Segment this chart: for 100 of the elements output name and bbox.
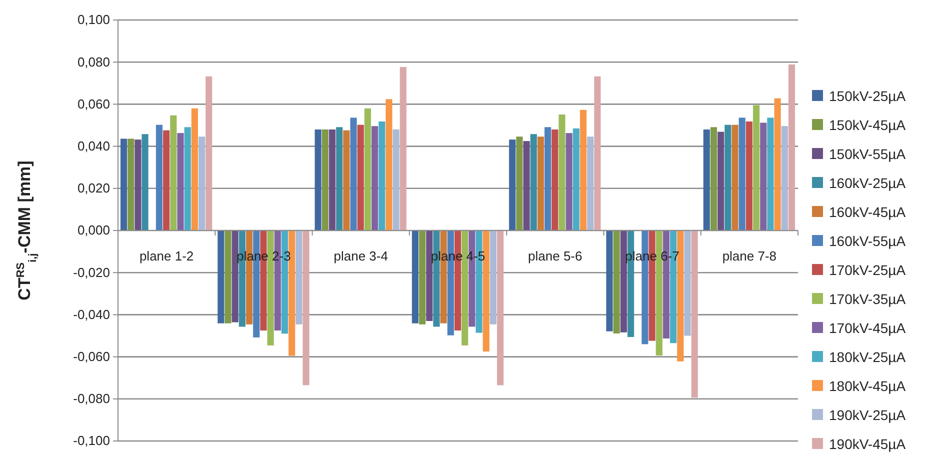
bar: [120, 138, 128, 230]
bar: [364, 108, 371, 230]
bar: [184, 127, 191, 230]
bar: [490, 230, 496, 324]
bar: [781, 126, 788, 230]
bar: [170, 115, 177, 230]
bar: [128, 138, 134, 230]
bar: [191, 108, 198, 230]
x-tick-label: plane 1-2: [139, 248, 194, 264]
bar: [343, 130, 350, 230]
bar: [684, 230, 691, 336]
bar: [656, 230, 662, 356]
bar: [752, 105, 760, 230]
bar: [523, 141, 530, 230]
bar: [767, 118, 774, 230]
legend-label: 150kV-45µA: [829, 117, 906, 133]
bar: [724, 124, 732, 230]
bar: [302, 230, 310, 386]
bar: [738, 118, 746, 230]
y-tick-label: -0,040: [73, 306, 110, 322]
bar: [774, 98, 781, 230]
bar: [156, 124, 163, 230]
bar: [328, 129, 336, 230]
bar: [691, 230, 698, 398]
bar: [594, 76, 601, 230]
bar: [198, 136, 206, 230]
bar: [620, 230, 627, 332]
bar: [544, 127, 552, 230]
bar: [419, 230, 426, 324]
bar: [718, 132, 724, 230]
bar: [206, 76, 212, 230]
y-tick-label: -0,060: [73, 348, 110, 364]
bar: [482, 230, 490, 352]
bar: [580, 110, 587, 230]
y-tick-label: 0,020: [77, 180, 110, 196]
bar: [177, 133, 184, 230]
bar: [788, 64, 796, 230]
bar: [336, 127, 343, 230]
bar: [134, 140, 142, 230]
x-tick-label: plane 7-8: [722, 248, 777, 264]
legend-label: 170kV-45µA: [829, 320, 906, 336]
bar: [357, 124, 364, 230]
y-tick-label: 0,100: [77, 12, 110, 28]
bar: [703, 129, 710, 230]
bar: [412, 230, 418, 324]
bar: [314, 129, 322, 230]
bar: [400, 66, 406, 230]
bar: [267, 230, 274, 346]
bar: [392, 129, 400, 230]
legend-label: 180kV-45µA: [829, 378, 906, 394]
bar: [530, 134, 537, 230]
bar: [350, 118, 357, 230]
bar: [572, 128, 580, 230]
bar: [746, 121, 752, 230]
bar: [224, 230, 232, 324]
bar: [566, 133, 572, 230]
y-tick-label: -0,020: [73, 264, 110, 280]
legend-label: 190kV-45µA: [829, 436, 906, 452]
legend-label: 170kV-25µA: [829, 262, 906, 278]
bar: [462, 230, 468, 346]
bar: [386, 99, 392, 230]
legend-label: 190kV-25µA: [829, 407, 906, 423]
bar: [322, 129, 328, 230]
bar: [606, 230, 613, 332]
legend-label: 160kV-45µA: [829, 204, 906, 220]
y-tick-label: -0,100: [73, 433, 110, 448]
bar: [378, 121, 386, 230]
y-tick-label: 0,080: [77, 54, 110, 70]
legend-label: 160kV-55µA: [829, 233, 906, 249]
bar: [142, 134, 148, 230]
bar: [613, 230, 620, 334]
bar: [218, 230, 224, 324]
bar: [516, 136, 523, 230]
bar: [509, 140, 516, 230]
bar: [552, 129, 558, 230]
y-tick-label: 0,000: [77, 222, 110, 238]
bar: [760, 122, 767, 230]
bar: [296, 230, 302, 324]
bar: [558, 114, 566, 230]
bar: [288, 230, 296, 356]
bar: [497, 230, 504, 386]
legend-label: 150kV-25µA: [829, 88, 906, 104]
x-tick-label: plane 5-6: [528, 248, 582, 264]
legend-label: 180kV-25µA: [829, 349, 906, 365]
bar: [732, 124, 738, 230]
bar: [371, 126, 378, 230]
x-tick-label: plane 3-4: [334, 248, 388, 264]
bar: [677, 230, 684, 362]
y-tick-label: 0,060: [77, 96, 110, 112]
bar: [426, 230, 433, 322]
bar: [710, 127, 718, 230]
bar: [232, 230, 238, 322]
y-tick-label: 0,040: [77, 138, 110, 154]
bar: [587, 136, 594, 230]
bar: [537, 136, 544, 230]
legend-label: 150kV-55µA: [829, 146, 906, 162]
legend-label: 160kV-25µA: [829, 175, 906, 191]
bar: [163, 130, 170, 230]
legend-label: 170kV-35µA: [829, 291, 906, 307]
y-tick-label: -0,080: [73, 391, 110, 406]
